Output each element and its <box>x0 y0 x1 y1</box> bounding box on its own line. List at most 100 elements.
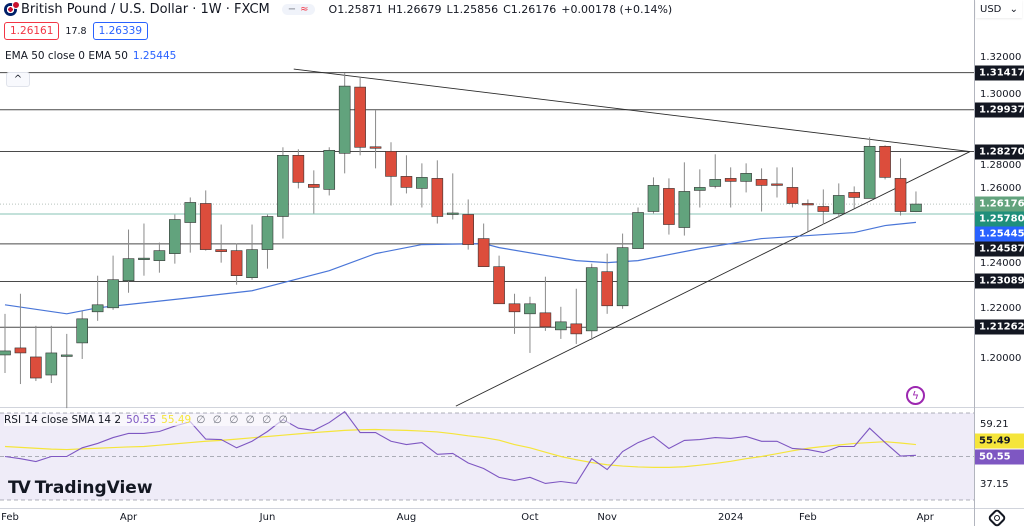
price-level-badge: 1.21262 <box>975 319 1024 335</box>
price-level-badge: 1.26176 <box>975 196 1024 212</box>
rsi-legend[interactable]: RSI 14 close SMA 14 2 50.55 55.49 ∅ ∅ ∅ … <box>4 414 290 426</box>
change-value: +0.00178 (+0.14%) <box>561 2 673 16</box>
candle-down <box>663 188 675 225</box>
rsi-badge: 50.55 <box>975 449 1024 464</box>
price-level-badge: 1.28270 <box>975 144 1024 160</box>
candle-up <box>153 250 166 261</box>
candle-up <box>647 185 660 212</box>
candle-down <box>755 179 768 186</box>
time-label: Apr <box>119 512 138 523</box>
tradingview-logo-icon: TV <box>8 478 31 498</box>
time-label: Aug <box>396 512 417 523</box>
candle-up <box>45 352 58 376</box>
spread-value: 17.8 <box>65 25 87 37</box>
candle-down <box>570 323 583 335</box>
collapse-legend-button[interactable]: ^ <box>6 72 30 87</box>
open-value: O1.25871 <box>328 2 383 16</box>
rsi-sma-badge: 55.49 <box>975 433 1024 449</box>
candle-up <box>616 247 629 307</box>
high-value: H1.26679 <box>387 2 442 16</box>
rsi-label: RSI 14 close SMA 14 2 <box>4 414 122 426</box>
ema-legend[interactable]: EMA 50 close 0 EMA 50 1.25445 <box>5 50 176 62</box>
time-label: Apr <box>916 512 934 523</box>
symbol-header: British Pound / U.S. Dollar · 1W · FXCM … <box>4 0 672 18</box>
candle-up <box>138 257 150 260</box>
candle-down <box>601 271 613 307</box>
price-level-badge: 1.31417 <box>975 65 1024 81</box>
candle-up <box>60 354 73 357</box>
candle-down <box>539 312 552 328</box>
candle-down <box>14 347 27 354</box>
rsi-line <box>4 410 916 485</box>
trendline <box>455 151 971 407</box>
candle-up <box>277 155 289 217</box>
candle-down <box>724 178 737 182</box>
candle-up <box>416 177 428 189</box>
candle-down <box>848 192 861 198</box>
minus-icon: − <box>287 3 297 15</box>
candle-down <box>508 303 521 313</box>
uk-flag-icon <box>4 0 20 16</box>
candle-up <box>910 203 922 213</box>
rsi-sma-line <box>4 428 917 468</box>
time-label: Oct <box>521 512 539 523</box>
candle-up <box>76 318 88 344</box>
candle-down <box>894 178 907 212</box>
candle-down <box>385 150 397 177</box>
price-tick: 1.28000 <box>980 160 1022 172</box>
rsi-value: 50.55 <box>126 414 157 426</box>
candle-up <box>261 216 274 250</box>
candle-down <box>230 250 243 276</box>
candle-down <box>215 249 227 252</box>
price-tick: 1.22000 <box>980 302 1022 314</box>
candle-down <box>292 155 305 183</box>
lightning-icon[interactable]: ϟ <box>906 386 925 405</box>
candle-up <box>0 350 11 356</box>
candle-down <box>786 187 799 204</box>
market-status-pill[interactable]: − ≈ <box>281 3 315 15</box>
candle-down <box>307 184 320 188</box>
candle-down <box>400 176 413 188</box>
price-level-badge: 1.25780 <box>975 211 1024 227</box>
time-label: Nov <box>597 512 617 523</box>
candle-up <box>709 179 722 187</box>
rsi-tick: 59.21 <box>980 419 1009 430</box>
rsi-empty-values: ∅ ∅ ∅ ∅ ∅ ∅ <box>196 414 290 426</box>
candle-down <box>354 86 366 148</box>
price-level-badge: 1.25445 <box>975 226 1024 242</box>
time-label: Feb <box>1 512 19 523</box>
candle-up <box>832 195 845 214</box>
candle-up <box>585 267 598 332</box>
candle-up <box>184 202 197 223</box>
ohlc-values: O1.25871 H1.26679 L1.25856 C1.26176 +0.0… <box>329 3 673 16</box>
time-label: Jun <box>259 512 276 523</box>
candle-up <box>338 85 351 154</box>
symbol-title[interactable]: British Pound / U.S. Dollar · 1W · FXCM <box>21 1 270 17</box>
sell-button[interactable]: 1.26161 <box>4 22 60 40</box>
buy-button[interactable]: 1.26339 <box>92 22 148 40</box>
price-level-badge: 1.23089 <box>975 273 1024 289</box>
candle-down <box>493 266 505 305</box>
candle-down <box>30 356 42 379</box>
price-tick: 1.30000 <box>980 89 1022 101</box>
candle-down <box>771 183 783 186</box>
candle-up <box>107 279 119 309</box>
candle-down <box>817 206 830 212</box>
tradingview-logo[interactable]: TV TradingView <box>8 478 153 498</box>
ema-label: EMA 50 close 0 EMA 50 <box>5 50 128 62</box>
currency-label: USD <box>980 3 1002 15</box>
low-value: L1.25856 <box>446 2 499 16</box>
candle-up <box>246 249 258 279</box>
wave-icon: ≈ <box>300 3 309 15</box>
candle-down <box>462 214 475 245</box>
candle-up <box>524 303 536 315</box>
price-tick: 1.24000 <box>980 257 1022 269</box>
price-tick: 1.26000 <box>980 183 1022 195</box>
candle-up <box>323 149 336 190</box>
currency-select[interactable]: USD ⌄ <box>976 0 1022 18</box>
candle-up <box>678 191 691 228</box>
price-level-badge: 1.29937 <box>975 102 1024 118</box>
rsi-sma-value: 55.49 <box>161 414 192 426</box>
candle-down <box>477 238 490 267</box>
